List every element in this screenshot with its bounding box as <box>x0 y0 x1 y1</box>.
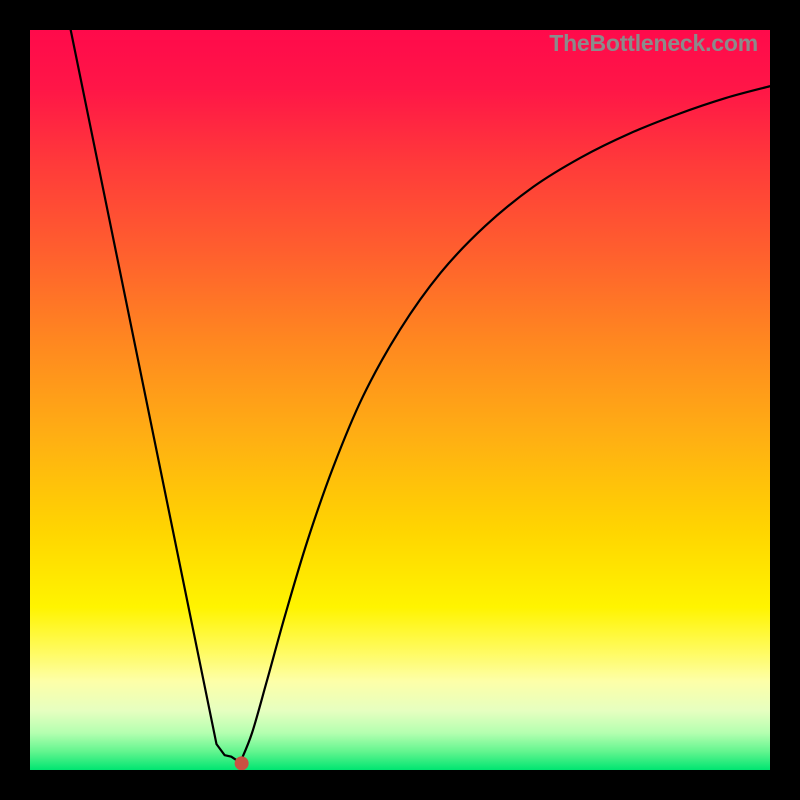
watermark-text: TheBottleneck.com <box>549 30 758 57</box>
chart-minimum-marker <box>235 756 249 770</box>
chart-background-gradient <box>30 30 770 770</box>
chart-svg <box>30 30 770 770</box>
